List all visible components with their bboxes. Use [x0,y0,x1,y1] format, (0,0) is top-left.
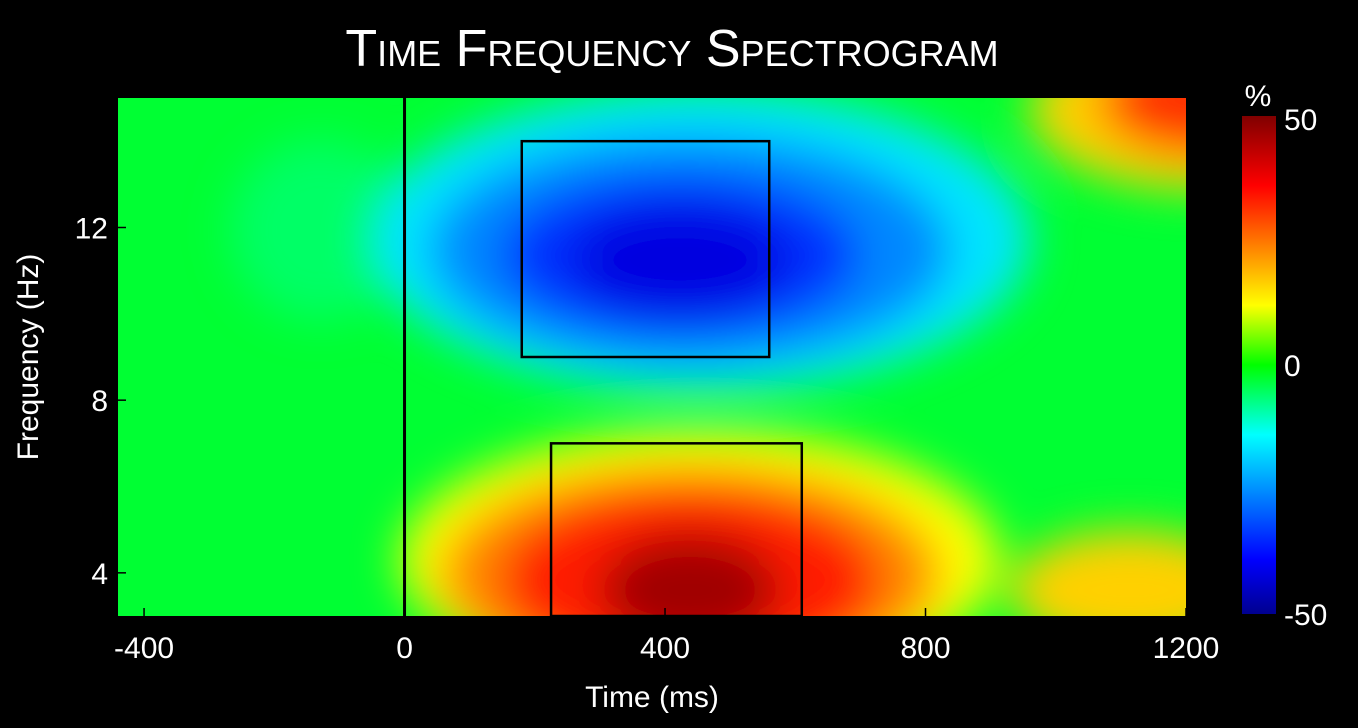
colorbar [1242,116,1276,614]
y-tick-label: 4 [91,558,108,591]
x-axis: -400 0 400 800 1200 [114,608,1219,665]
chart-title: Time Frequency Spectrogram [345,20,998,78]
colorbar-tick-label: 50 [1284,104,1317,137]
colorbar-tick-label: 0 [1284,350,1301,383]
analysis-windows [520,139,804,618]
x-tick-label: 0 [396,632,413,665]
y-axis: 4 8 12 [75,213,126,591]
y-axis-label: Frequency (Hz) [12,254,45,461]
analysis-window-2 [549,442,804,618]
x-tick-label: 800 [900,632,950,665]
colorbar-label: % [1245,80,1272,113]
heatmap-area [118,98,1186,616]
y-tick-label: 12 [75,213,108,246]
colorbar-tick-label: -50 [1284,599,1327,632]
colorbar-ticks: 50 0 -50 [1284,104,1327,632]
x-tick-label: 400 [640,632,690,665]
x-tick-label: -400 [114,632,174,665]
x-tick-label: 1200 [1153,632,1220,665]
x-axis-label: Time (ms) [585,681,719,714]
y-tick-label: 8 [91,385,108,418]
analysis-window-1 [520,139,771,359]
